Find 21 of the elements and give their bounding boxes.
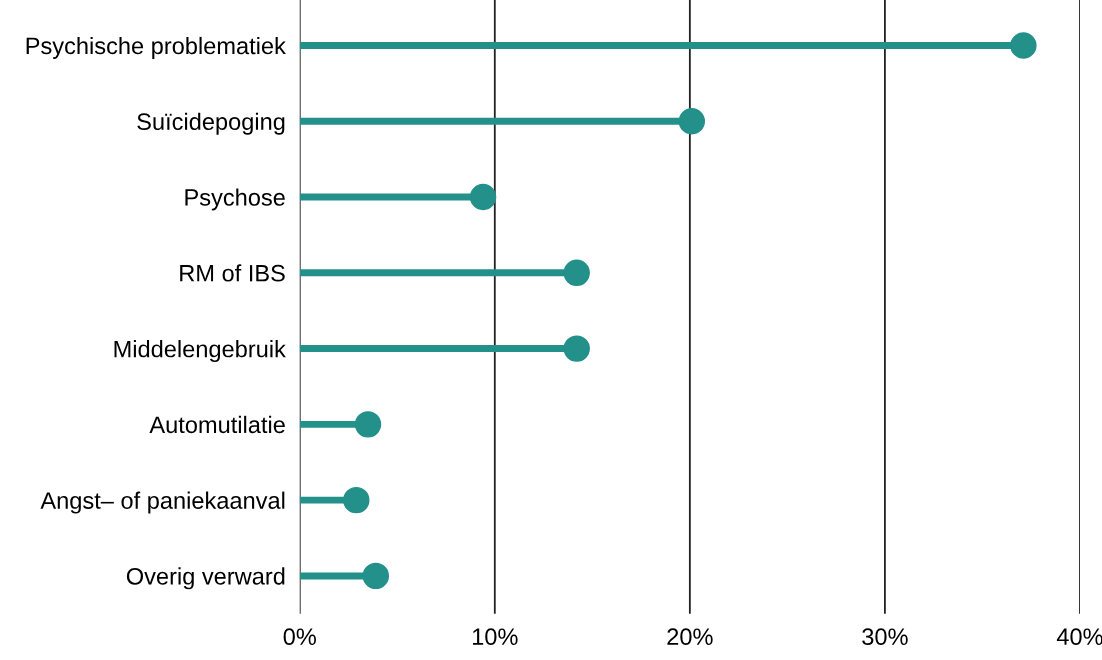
x-tick-label: 0%	[283, 628, 316, 646]
x-tick-label: 10%	[472, 628, 518, 646]
point	[354, 411, 382, 438]
point	[1010, 32, 1037, 59]
y-tick-label: Middelengebruik	[114, 340, 286, 363]
point	[563, 335, 590, 362]
y-tick-label: Overig verward	[126, 567, 285, 590]
y-tick-label: Psychose	[185, 188, 285, 211]
x-tick-label: 20%	[667, 628, 713, 646]
y-tick-label: Angst– of paniekaanval	[40, 491, 285, 514]
point	[678, 108, 705, 135]
y-tick-label: RM of IBS	[180, 264, 285, 282]
y-tick-label: Automutilatie	[149, 415, 285, 434]
y-tick-label: Suïcidepoging	[137, 112, 285, 135]
y-tick-label: Psychische problematiek	[26, 36, 286, 59]
point	[343, 486, 370, 514]
point	[563, 259, 590, 286]
point	[362, 562, 390, 590]
x-tick-label: 30%	[862, 628, 908, 646]
point	[469, 183, 497, 211]
x-tick-label: 40%	[1056, 628, 1102, 646]
